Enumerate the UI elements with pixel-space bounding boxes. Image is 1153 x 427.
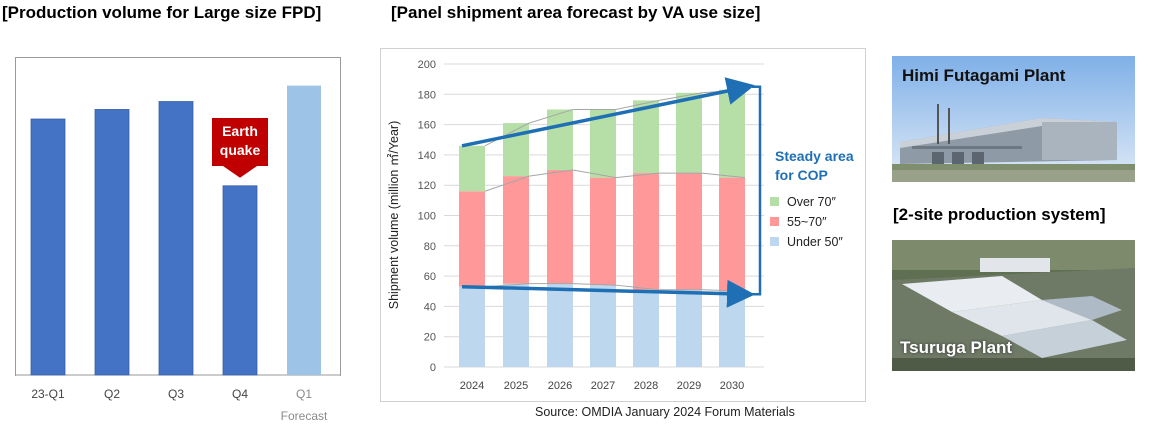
stacked-bar-segment <box>633 173 659 290</box>
category-label: 23-Q1 <box>31 387 65 401</box>
level-connector-line <box>484 169 746 192</box>
stacked-bar-segment <box>719 291 745 367</box>
production-bar <box>94 109 130 376</box>
earthquake-label: Earth <box>222 123 258 139</box>
stacked-bar-segment <box>459 191 485 287</box>
category-sublabel: Forecast <box>281 409 328 423</box>
x-tick-label: 2024 <box>460 380 484 392</box>
stacked-bar-segment <box>633 289 659 367</box>
steady-area-label: Steady area <box>775 148 854 164</box>
earthquake-arrow <box>223 166 257 178</box>
category-label: Q2 <box>104 387 120 401</box>
x-tick-label: 2027 <box>591 380 615 392</box>
earthquake-label: quake <box>220 142 261 158</box>
y-tick-label: 200 <box>418 59 436 71</box>
earthquake-callout <box>212 118 268 166</box>
flat-trend-arrow <box>461 279 755 308</box>
production-bar <box>222 185 258 376</box>
y-tick-label: 40 <box>424 301 436 313</box>
production-bar <box>287 85 321 376</box>
y-tick-label: 100 <box>418 211 436 223</box>
stacked-bar-segment <box>547 283 573 367</box>
x-tick-label: 2029 <box>677 380 701 392</box>
stacked-bar-segment <box>676 92 702 174</box>
tsuruga-plant-photo <box>892 240 1135 371</box>
production-bar <box>158 101 194 376</box>
legend-swatch <box>770 217 779 226</box>
level-connector-line <box>484 89 746 147</box>
growth-trend-arrow <box>461 77 755 148</box>
stacked-bar-segment <box>503 176 529 284</box>
stacked-bar-segment <box>676 289 702 367</box>
himi-plant-label: Himi Futagami Plant <box>902 66 1066 85</box>
production-system-heading: [2-site production system] <box>893 205 1106 224</box>
stacked-bar-segment <box>459 145 485 192</box>
y-tick-label: 180 <box>418 89 436 101</box>
stacked-bar-segment <box>590 177 616 286</box>
stacked-bar-segment <box>719 89 745 178</box>
stacked-bar-segment <box>547 109 573 171</box>
y-tick-label: 140 <box>418 150 436 162</box>
source-note: Source: OMDIA January 2024 Forum Materia… <box>535 405 795 419</box>
y-tick-label: 160 <box>418 120 436 132</box>
tsuruga-plant-label: Tsuruga Plant <box>900 338 1013 357</box>
legend-label: Over 70″ <box>787 195 836 209</box>
y-axis-title: Shipment volume (million ㎡/Year) <box>387 121 401 310</box>
y-tick-label: 20 <box>424 332 436 344</box>
y-tick-label: 120 <box>418 180 436 192</box>
steady-area-label: for COP <box>775 167 828 183</box>
category-label: Q1 <box>296 387 312 401</box>
x-tick-label: 2025 <box>504 380 528 392</box>
production-bar <box>30 118 66 376</box>
legend-label: 55~70″ <box>787 215 827 229</box>
stacked-bar-segment <box>590 285 616 367</box>
left-chart-title: [Production volume for Large size FPD] <box>2 3 322 22</box>
stacked-bar-segment <box>633 100 659 174</box>
x-tick-label: 2030 <box>720 380 744 392</box>
y-tick-label: 80 <box>424 241 436 253</box>
production-volume-chart: 23-Q1 Q2 Q3 Q4 Q1 Forecast Earth quake <box>15 85 340 423</box>
middle-chart-title: [Panel shipment area forecast by VA use … <box>391 3 761 22</box>
legend-swatch <box>770 237 779 246</box>
legend-label: Under 50″ <box>787 235 843 249</box>
category-label: Q3 <box>168 387 184 401</box>
steady-area-bracket <box>752 85 762 296</box>
level-connector-line <box>484 283 746 292</box>
y-tick-label: 0 <box>430 362 436 374</box>
x-tick-label: 2026 <box>548 380 572 392</box>
y-tick-label: 60 <box>424 271 436 283</box>
shipment-forecast-chart: 0 20 40 60 80 100 120 140 160 180 200 Shipment volu… <box>387 59 854 392</box>
stacked-bar-segment <box>676 173 702 290</box>
stacked-bar-segment <box>459 286 485 367</box>
legend-swatch <box>770 197 779 206</box>
stacked-bar-segment <box>590 109 616 178</box>
category-label: Q4 <box>232 387 248 401</box>
stacked-bar-segment <box>719 177 745 292</box>
stacked-bar-segment <box>503 283 529 367</box>
stacked-bar-segment <box>547 170 573 284</box>
x-tick-label: 2028 <box>634 380 658 392</box>
himi-plant-photo <box>892 56 1135 182</box>
